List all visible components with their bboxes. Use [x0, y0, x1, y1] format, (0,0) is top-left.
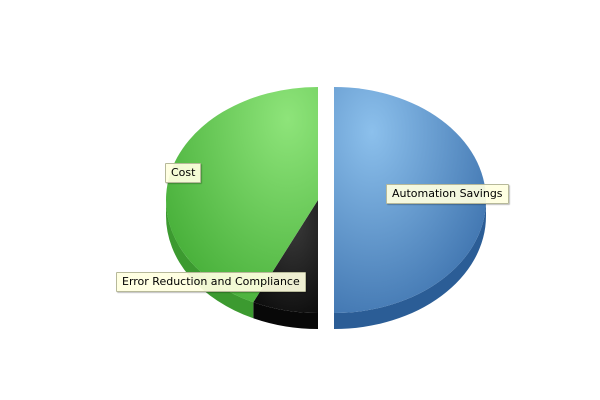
slice-cost [166, 87, 318, 303]
slice-side-automation-savings [334, 200, 486, 329]
slice-label-error-reduction: Error Reduction and Compliance [116, 272, 306, 292]
slice-label-automation-savings: Automation Savings [386, 184, 509, 204]
slice-side-cost [166, 200, 254, 319]
slice-label-cost: Cost [165, 163, 202, 183]
slice-side-error-reduction-and-compliance [253, 302, 318, 329]
